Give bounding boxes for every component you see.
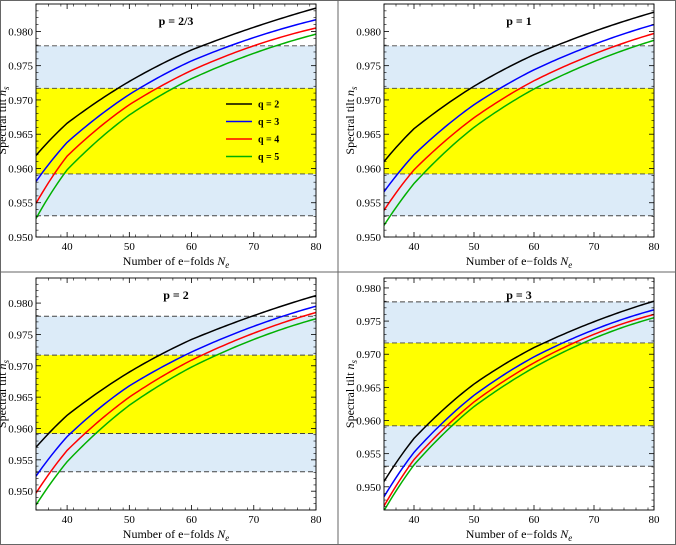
legend-label-q5: q = 5 (258, 152, 279, 163)
series-line-q3 (384, 23, 654, 193)
chart-panel-4: 40 50 60 70 80 0.950 0.955 0.960 0.965 0.970 0.975… (343, 277, 661, 543)
x-tick-label: 60 (186, 241, 198, 253)
y-tick-label: 0.960 (8, 423, 33, 435)
x-tick-label: 50 (469, 241, 481, 253)
x-tick-label: 70 (589, 514, 601, 526)
series-line-q4 (36, 27, 316, 204)
x-tick-label: 80 (649, 241, 661, 253)
y-tick-label: 0.975 (8, 329, 33, 341)
series-line-q3 (384, 309, 654, 498)
y-tick-label: 0.965 (356, 382, 381, 394)
series-line-q4 (36, 311, 316, 494)
y-tick-label: 0.970 (356, 349, 381, 361)
x-tick-label: 80 (311, 241, 323, 253)
y-tick-label: 0.980 (8, 298, 33, 310)
inner-band (384, 342, 654, 426)
y-tick-label: 0.960 (8, 163, 33, 175)
x-tick-label: 50 (124, 241, 136, 253)
legend-label-q3: q = 3 (258, 117, 279, 128)
series-line-q2 (36, 294, 316, 448)
y-tick-label: 0.970 (8, 361, 33, 373)
y-tick-label: 0.980 (8, 26, 33, 38)
x-axis-label: Number of e−folds Ne (466, 527, 572, 543)
series-line-q5 (36, 318, 316, 506)
x-axis-label: Number of e−folds Ne (123, 527, 229, 543)
series-line-q2 (384, 11, 654, 163)
x-axis-label: Number of e−folds Ne (466, 254, 572, 270)
series-line-q2 (36, 7, 316, 156)
series-line-q5 (36, 33, 316, 219)
legend: q = 2 q = 3 q = 4 q = 5 (226, 100, 279, 163)
legend-label-q2: q = 2 (258, 100, 279, 111)
y-tick-label: 0.965 (356, 129, 381, 141)
inner-band (384, 88, 654, 174)
y-tick-label: 0.975 (356, 61, 381, 73)
x-tick-label: 70 (248, 241, 260, 253)
y-tick-label: 0.975 (8, 61, 33, 73)
x-tick-label: 60 (529, 241, 541, 253)
x-tick-label: 50 (124, 514, 136, 526)
y-tick-label: 0.980 (356, 26, 381, 38)
y-tick-label: 0.950 (356, 232, 381, 244)
x-tick-label: 80 (649, 514, 661, 526)
panel-title: p = 3 (506, 288, 532, 302)
x-tick-label: 40 (409, 241, 421, 253)
y-tick-label: 0.960 (356, 416, 381, 428)
y-tick-label: 0.975 (356, 316, 381, 328)
y-tick-label: 0.955 (8, 455, 33, 467)
series-line-q2 (384, 300, 654, 482)
panel-title: p = 2 (163, 288, 189, 302)
y-axis-label: Spectral tilt ns (0, 86, 11, 155)
x-tick-label: 50 (469, 514, 481, 526)
inner-band (36, 355, 316, 434)
y-axis-label: Spectral tilt ns (343, 86, 359, 155)
y-tick-label: 0.965 (8, 392, 33, 404)
y-tick-label: 0.950 (8, 486, 33, 498)
chart-panel-1: 40 50 60 70 80 0.950 0.955 0.960 0.965 0.970 0.975… (0, 3, 323, 270)
panel-title: p = 1 (506, 14, 532, 28)
panel-title: p = 2/3 (159, 14, 194, 28)
x-tick-label: 40 (62, 514, 74, 526)
y-tick-label: 0.955 (8, 198, 33, 210)
y-tick-label: 0.950 (356, 482, 381, 494)
x-tick-label: 80 (311, 514, 323, 526)
y-tick-label: 0.970 (356, 95, 381, 107)
series-line-q4 (384, 313, 654, 507)
series-line-q5 (384, 39, 654, 226)
series-line-q3 (36, 305, 316, 477)
y-tick-label: 0.970 (8, 95, 33, 107)
series-line-q5 (384, 317, 654, 510)
y-axis-label: Spectral tilt ns (343, 359, 359, 428)
x-tick-label: 40 (409, 514, 421, 526)
chart-panel-2: 40 50 60 70 80 0.950 0.955 0.960 0.965 0.970 0.975… (343, 3, 661, 270)
y-tick-label: 0.955 (356, 198, 381, 210)
y-tick-label: 0.950 (8, 232, 33, 244)
y-tick-label: 0.960 (356, 163, 381, 175)
x-tick-label: 60 (186, 514, 198, 526)
legend-label-q4: q = 4 (258, 135, 279, 146)
x-axis-label: Number of e−folds Ne (123, 254, 229, 270)
plot-frame (35, 277, 317, 511)
x-tick-label: 70 (248, 514, 260, 526)
y-tick-label: 0.955 (356, 449, 381, 461)
series-line-q3 (36, 19, 316, 182)
chart-panel-3: 40 50 60 70 80 0.950 0.955 0.960 0.965 0.970 0.975… (0, 277, 323, 543)
x-tick-label: 40 (62, 241, 74, 253)
inner-band (36, 88, 316, 174)
x-tick-label: 70 (589, 241, 601, 253)
y-axis-label: Spectral tilt ns (0, 359, 11, 428)
y-tick-label: 0.965 (8, 129, 33, 141)
y-tick-label: 0.980 (356, 283, 381, 295)
x-tick-label: 60 (529, 514, 541, 526)
series-line-q4 (384, 32, 654, 211)
